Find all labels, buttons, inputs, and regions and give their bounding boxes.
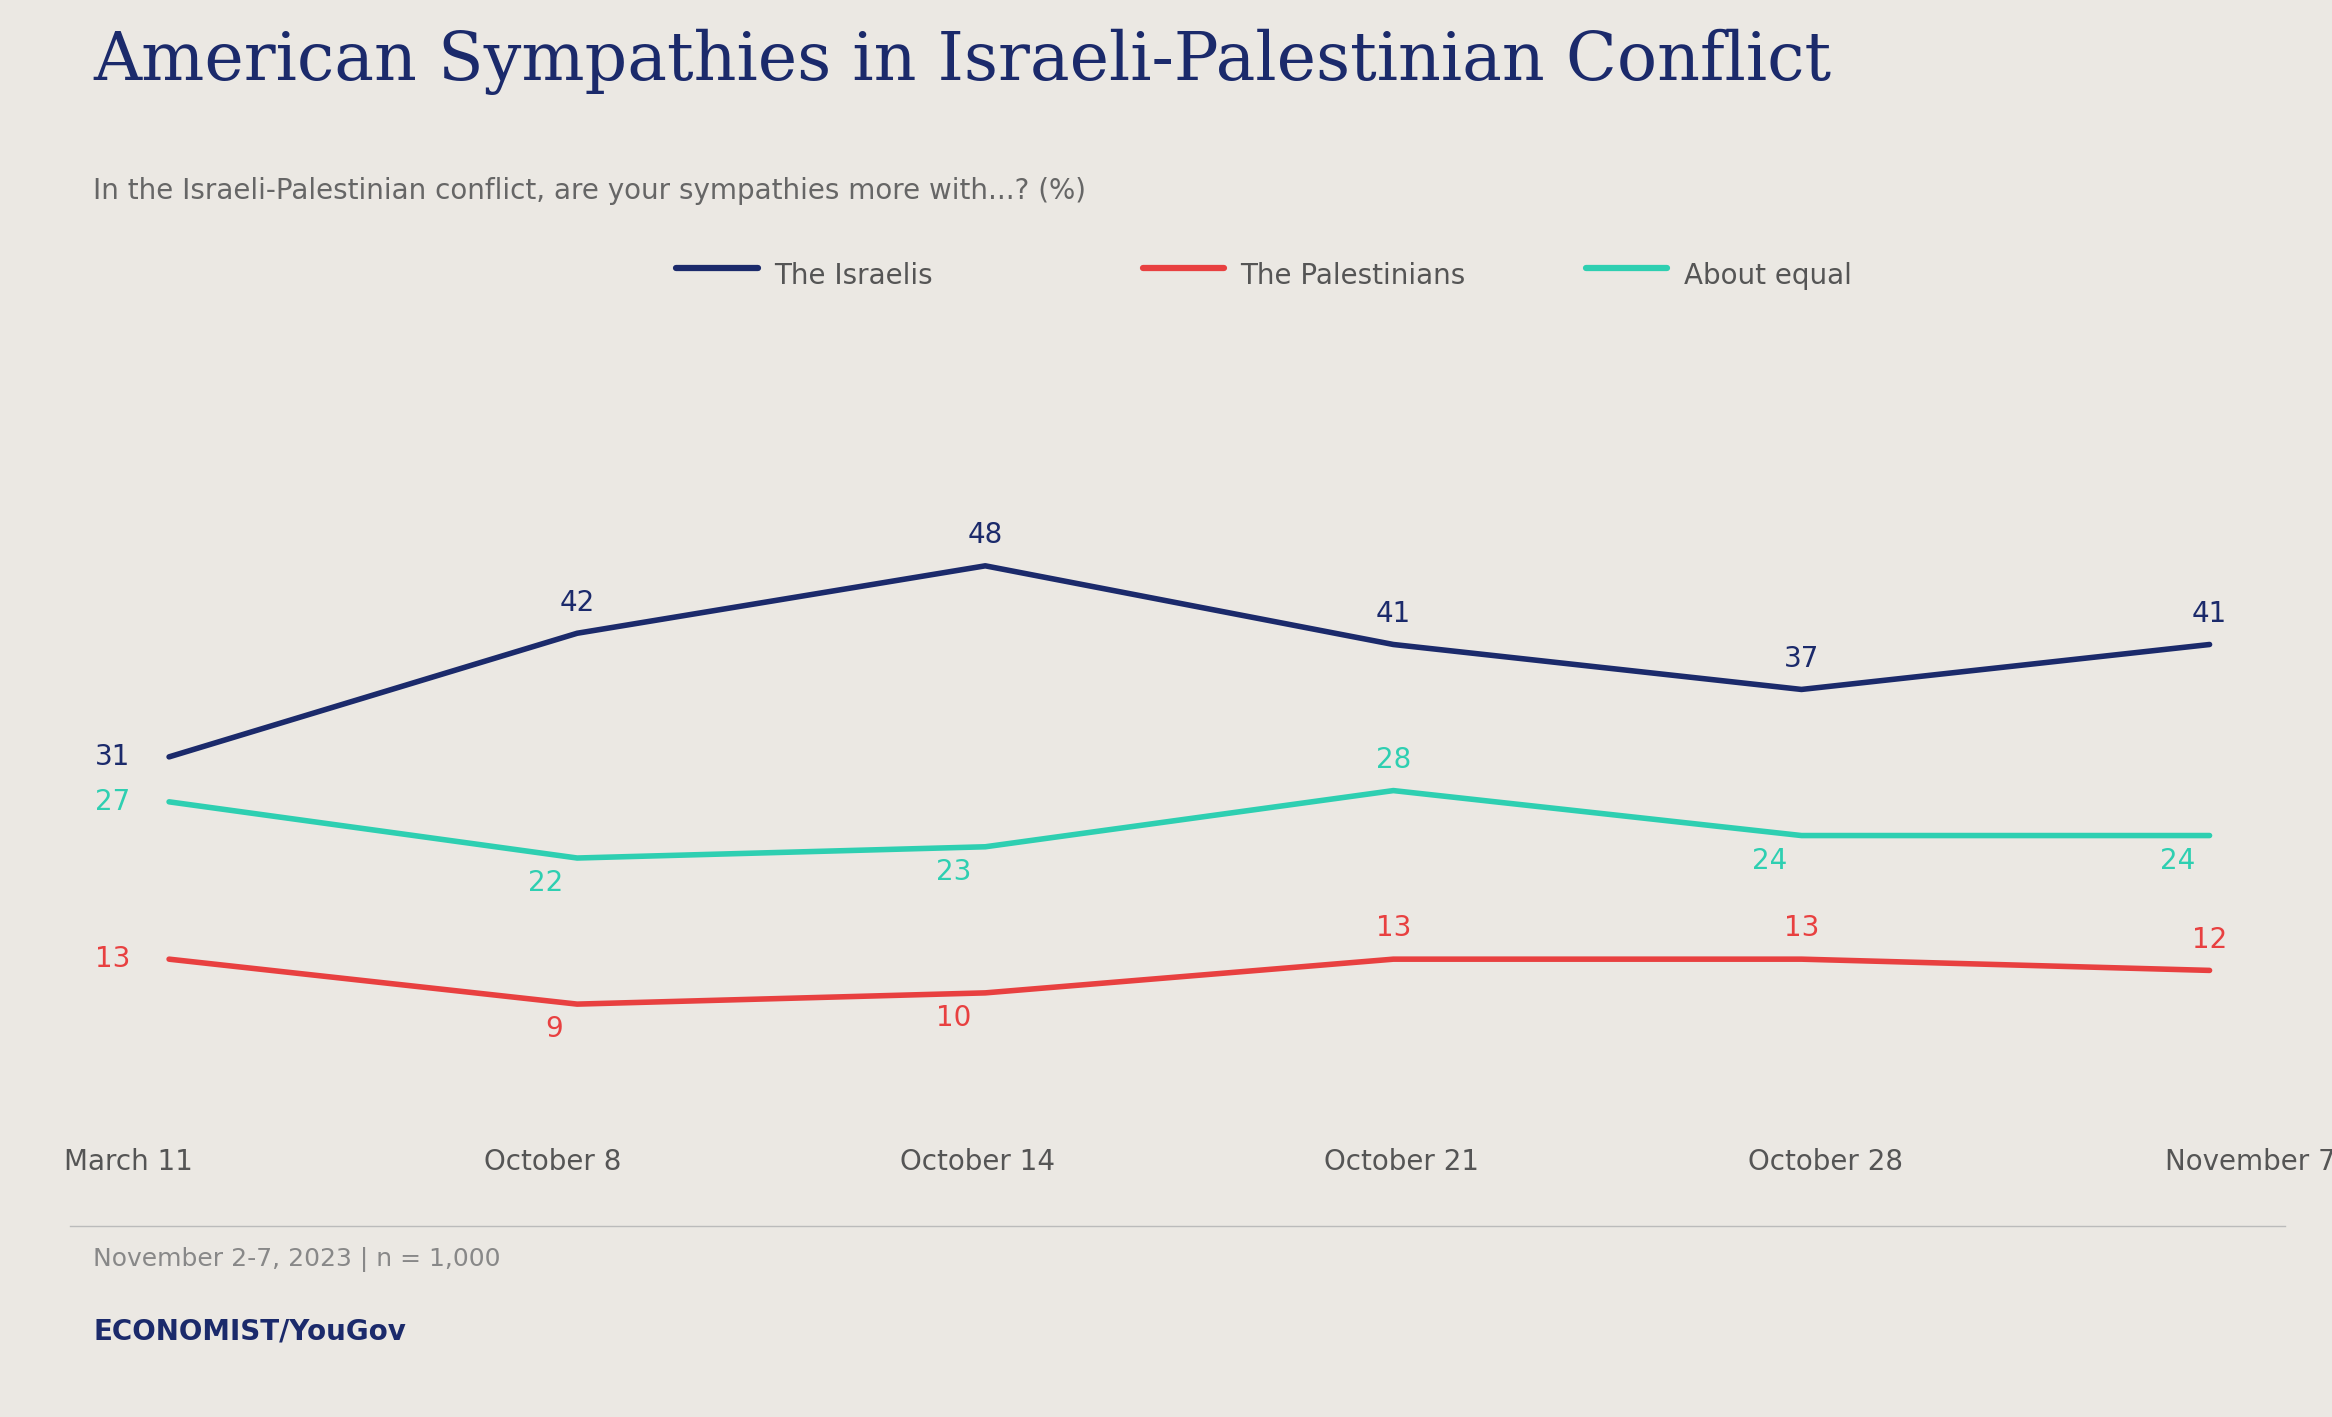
Text: March 11: March 11 bbox=[63, 1148, 194, 1176]
Text: 42: 42 bbox=[560, 588, 595, 616]
Text: 27: 27 bbox=[96, 788, 131, 816]
Text: ECONOMIST/YouGov: ECONOMIST/YouGov bbox=[93, 1318, 406, 1346]
Text: American Sympathies in Israeli-Palestinian Conflict: American Sympathies in Israeli-Palestini… bbox=[93, 28, 1831, 95]
Text: 28: 28 bbox=[1376, 745, 1411, 774]
Text: October 28: October 28 bbox=[1749, 1148, 1903, 1176]
Text: 13: 13 bbox=[1376, 914, 1411, 942]
Text: 10: 10 bbox=[935, 1003, 972, 1032]
Text: 41: 41 bbox=[2192, 599, 2227, 628]
Text: 22: 22 bbox=[527, 869, 564, 897]
Text: In the Israeli-Palestinian conflict, are your sympathies more with...? (%): In the Israeli-Palestinian conflict, are… bbox=[93, 177, 1087, 205]
Text: 12: 12 bbox=[2192, 925, 2227, 954]
Text: 37: 37 bbox=[1784, 645, 1819, 673]
Text: The Israelis: The Israelis bbox=[774, 262, 933, 290]
Text: November 2-7, 2023 | n = 1,000: November 2-7, 2023 | n = 1,000 bbox=[93, 1247, 501, 1272]
Text: 48: 48 bbox=[968, 521, 1003, 550]
Text: 41: 41 bbox=[1376, 599, 1411, 628]
Text: October 14: October 14 bbox=[900, 1148, 1054, 1176]
Text: 9: 9 bbox=[546, 1015, 564, 1043]
Text: 23: 23 bbox=[935, 857, 972, 886]
Text: 13: 13 bbox=[1784, 914, 1819, 942]
Text: The Palestinians: The Palestinians bbox=[1241, 262, 1467, 290]
Text: October 21: October 21 bbox=[1325, 1148, 1478, 1176]
Text: 24: 24 bbox=[1751, 846, 1789, 874]
Text: 24: 24 bbox=[2159, 846, 2197, 874]
Text: About equal: About equal bbox=[1684, 262, 1852, 290]
Text: October 8: October 8 bbox=[485, 1148, 620, 1176]
Text: 31: 31 bbox=[96, 743, 131, 771]
Text: 13: 13 bbox=[96, 945, 131, 973]
Text: November 7: November 7 bbox=[2164, 1148, 2332, 1176]
